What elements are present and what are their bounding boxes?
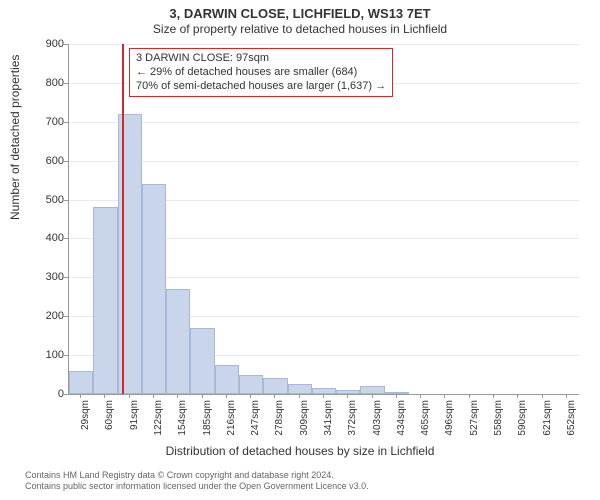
histogram-bar xyxy=(142,184,166,394)
y-tick-label: 500 xyxy=(30,194,64,206)
x-tick-mark xyxy=(566,394,567,398)
annotation-line: 3 DARWIN CLOSE: 97sqm xyxy=(136,52,386,66)
gridline xyxy=(69,44,579,45)
histogram-bar xyxy=(288,384,312,394)
x-tick-mark xyxy=(274,394,275,398)
x-tick-mark xyxy=(226,394,227,398)
histogram-bar xyxy=(336,390,360,394)
x-tick-label: 527sqm xyxy=(469,400,480,440)
footer-line-1: Contains HM Land Registry data © Crown c… xyxy=(25,470,369,481)
gridline xyxy=(69,122,579,123)
y-tick-label: 100 xyxy=(30,349,64,361)
x-tick-mark xyxy=(177,394,178,398)
x-tick-label: 372sqm xyxy=(347,400,358,440)
y-tick-mark xyxy=(64,161,68,162)
y-tick-label: 700 xyxy=(30,116,64,128)
title-main: 3, DARWIN CLOSE, LICHFIELD, WS13 7ET xyxy=(0,6,600,21)
footer-line-2: Contains public sector information licen… xyxy=(25,481,369,492)
x-tick-mark xyxy=(469,394,470,398)
y-tick-label: 200 xyxy=(30,310,64,322)
x-tick-label: 91sqm xyxy=(129,400,140,440)
y-tick-label: 600 xyxy=(30,155,64,167)
y-tick-mark xyxy=(64,200,68,201)
histogram-bar xyxy=(93,207,117,394)
y-tick-mark xyxy=(64,122,68,123)
x-axis-label: Distribution of detached houses by size … xyxy=(0,444,600,458)
plot-area: 3 DARWIN CLOSE: 97sqm← 29% of detached h… xyxy=(68,44,579,395)
footer-attribution: Contains HM Land Registry data © Crown c… xyxy=(25,470,369,492)
histogram-bar xyxy=(166,289,190,394)
x-tick-mark xyxy=(493,394,494,398)
histogram-bar xyxy=(239,375,263,394)
histogram-bar xyxy=(263,378,287,394)
x-tick-label: 60sqm xyxy=(104,400,115,440)
x-tick-label: 278sqm xyxy=(274,400,285,440)
x-tick-mark xyxy=(542,394,543,398)
x-tick-label: 558sqm xyxy=(493,400,504,440)
x-tick-label: 216sqm xyxy=(226,400,237,440)
x-tick-mark xyxy=(420,394,421,398)
histogram-bar xyxy=(215,365,239,394)
x-tick-mark xyxy=(129,394,130,398)
x-tick-mark xyxy=(202,394,203,398)
annotation-line: ← 29% of detached houses are smaller (68… xyxy=(136,66,386,80)
x-tick-label: 621sqm xyxy=(542,400,553,440)
gridline xyxy=(69,161,579,162)
x-tick-label: 122sqm xyxy=(153,400,164,440)
title-sub: Size of property relative to detached ho… xyxy=(0,22,600,36)
x-tick-label: 652sqm xyxy=(566,400,577,440)
x-tick-label: 154sqm xyxy=(177,400,188,440)
histogram-bar xyxy=(69,371,93,394)
x-tick-mark xyxy=(396,394,397,398)
x-tick-label: 185sqm xyxy=(202,400,213,440)
y-tick-label: 900 xyxy=(30,38,64,50)
x-tick-label: 465sqm xyxy=(420,400,431,440)
x-tick-mark xyxy=(347,394,348,398)
y-tick-mark xyxy=(64,394,68,395)
histogram-bar xyxy=(385,392,409,394)
x-tick-label: 496sqm xyxy=(444,400,455,440)
histogram-bar xyxy=(190,328,214,394)
annotation-box: 3 DARWIN CLOSE: 97sqm← 29% of detached h… xyxy=(129,48,393,97)
x-tick-mark xyxy=(372,394,373,398)
y-tick-mark xyxy=(64,355,68,356)
y-tick-label: 300 xyxy=(30,271,64,283)
y-tick-label: 800 xyxy=(30,77,64,89)
histogram-bar xyxy=(360,386,384,394)
x-tick-mark xyxy=(104,394,105,398)
y-tick-mark xyxy=(64,44,68,45)
x-tick-mark xyxy=(153,394,154,398)
marker-line xyxy=(122,44,124,394)
x-tick-mark xyxy=(517,394,518,398)
y-axis-label: Number of detached properties xyxy=(8,55,22,220)
y-tick-mark xyxy=(64,238,68,239)
y-tick-mark xyxy=(64,316,68,317)
x-tick-label: 403sqm xyxy=(372,400,383,440)
annotation-line: 70% of semi-detached houses are larger (… xyxy=(136,80,386,94)
x-tick-label: 309sqm xyxy=(299,400,310,440)
x-tick-mark xyxy=(323,394,324,398)
x-tick-mark xyxy=(444,394,445,398)
x-tick-label: 341sqm xyxy=(323,400,334,440)
y-tick-label: 400 xyxy=(30,232,64,244)
y-tick-mark xyxy=(64,277,68,278)
x-tick-label: 29sqm xyxy=(80,400,91,440)
x-tick-label: 247sqm xyxy=(250,400,261,440)
x-tick-label: 434sqm xyxy=(396,400,407,440)
x-tick-mark xyxy=(250,394,251,398)
x-tick-label: 590sqm xyxy=(517,400,528,440)
x-tick-mark xyxy=(80,394,81,398)
y-tick-mark xyxy=(64,83,68,84)
y-tick-label: 0 xyxy=(30,388,64,400)
x-tick-mark xyxy=(299,394,300,398)
